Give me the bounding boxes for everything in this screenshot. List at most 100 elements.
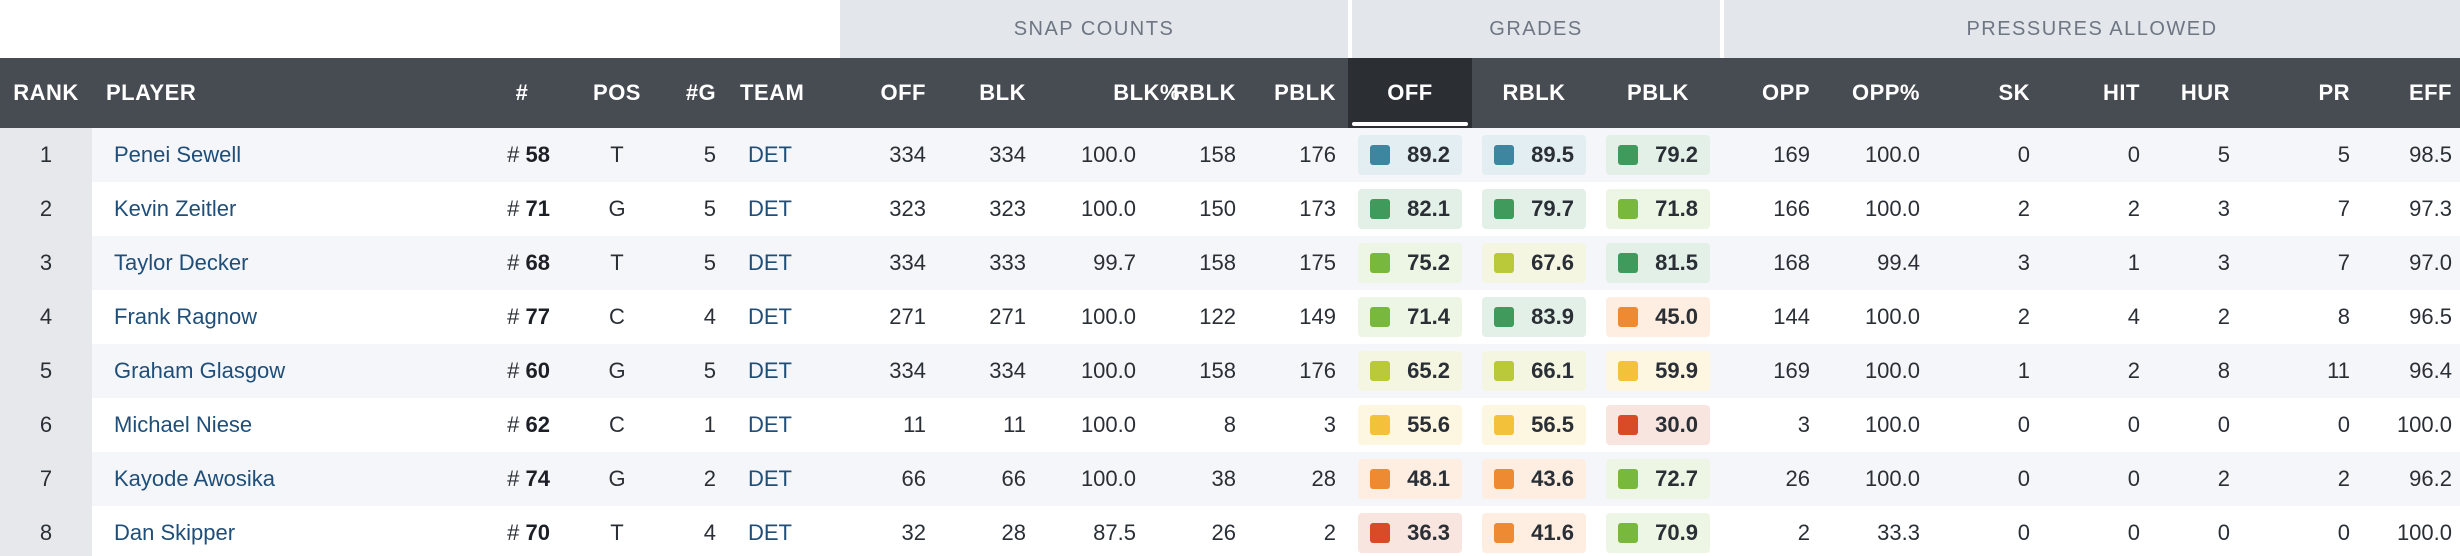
col-grade-off-sorted[interactable]: OFF [1348,58,1472,128]
grade-swatch-icon [1618,199,1638,219]
games-cell: 2 [703,466,716,491]
rank-cell: 5 [0,344,92,398]
opp-cell: 169 [1773,142,1810,167]
sk-cell: 2 [2017,304,2030,329]
col-sk[interactable]: SK [1998,80,2030,105]
blk-pct-cell: 100.0 [1080,466,1136,491]
jersey-number: # 77 [507,304,550,329]
grade-rblk-badge: 41.6 [1482,513,1586,553]
team-link[interactable]: DET [748,142,792,167]
table-row[interactable]: 7 Kayode Awosika # 74 G 2 DET 66 66 100.… [0,452,2460,506]
col-team[interactable]: TEAM [740,80,805,105]
grade-swatch-icon [1370,145,1390,165]
col-player[interactable]: PLAYER [106,80,197,105]
table-row[interactable]: 8 Dan Skipper # 70 T 4 DET 32 28 87.5 26… [0,506,2460,556]
col-opp-pct[interactable]: OPP% [1851,80,1920,105]
grade-off-badge: 71.4 [1358,297,1462,337]
col-pos[interactable]: POS [593,80,641,105]
team-link[interactable]: DET [748,196,792,221]
pr-cell: 7 [2337,250,2350,275]
pos-cell: T [610,250,624,275]
col-number[interactable]: # [515,80,529,105]
grade-swatch-icon [1370,469,1390,489]
grade-swatch-icon [1370,199,1390,219]
grade-swatch-icon [1494,523,1514,543]
table-row[interactable]: 5 Graham Glasgow # 60 G 5 DET 334 334 10… [0,344,2460,398]
table-row[interactable]: 2 Kevin Zeitler # 71 G 5 DET 323 323 100… [0,182,2460,236]
col-rank[interactable]: RANK [13,80,79,105]
snap-off-cell: 334 [889,250,926,275]
grade-off-badge: 82.1 [1358,189,1462,229]
col-pr[interactable]: PR [2318,80,2350,105]
hit-cell: 1 [2127,250,2140,275]
player-link[interactable]: Dan Skipper [114,520,236,545]
jersey-number: # 68 [507,250,550,275]
rblk-cell: 122 [1199,304,1236,329]
blk-pct-cell: 100.0 [1080,358,1136,383]
rank-cell: 1 [0,128,92,182]
games-cell: 1 [703,412,716,437]
blk-pct-cell: 100.0 [1080,412,1136,437]
pos-cell: T [610,142,624,167]
col-grade-rblk[interactable]: RBLK [1502,80,1566,105]
team-link[interactable]: DET [748,358,792,383]
col-blk[interactable]: BLK [979,80,1026,105]
grade-swatch-icon [1370,415,1390,435]
grade-swatch-icon [1370,307,1390,327]
grade-pblk-badge: 79.2 [1606,135,1710,175]
hur-cell: 0 [2217,520,2230,545]
player-link[interactable]: Taylor Decker [114,250,249,275]
snap-off-cell: 323 [889,196,926,221]
sk-cell: 0 [2017,142,2030,167]
player-link[interactable]: Frank Ragnow [114,304,258,329]
player-link[interactable]: Michael Niese [114,412,253,437]
team-link[interactable]: DET [748,304,792,329]
col-eff[interactable]: EFF [2408,80,2452,105]
player-link[interactable]: Kevin Zeitler [114,196,237,221]
col-hur[interactable]: HUR [2180,80,2230,105]
col-opp[interactable]: OPP [1762,80,1810,105]
player-link[interactable]: Kayode Awosika [114,466,276,491]
grade-value: 71.8 [1655,196,1698,221]
col-hit[interactable]: HIT [2103,80,2140,105]
player-link[interactable]: Graham Glasgow [114,358,286,383]
grade-value: 55.6 [1407,412,1450,437]
player-link[interactable]: Penei Sewell [114,142,242,167]
col-snap-off[interactable]: OFF [880,80,926,105]
table-row[interactable]: 3 Taylor Decker # 68 T 5 DET 334 333 99.… [0,236,2460,290]
rblk-cell: 158 [1199,358,1236,383]
pr-cell: 7 [2337,196,2350,221]
blk-cell: 334 [989,358,1026,383]
snap-off-cell: 32 [901,520,926,545]
col-blk-pct[interactable]: BLK% [1113,80,1180,105]
rank-cell: 6 [0,398,92,452]
table-row[interactable]: 6 Michael Niese # 62 C 1 DET 11 11 100.0… [0,398,2460,452]
grade-value: 30.0 [1655,412,1698,437]
col-grade-pblk[interactable]: PBLK [1627,80,1689,105]
col-games[interactable]: #G [685,80,717,105]
grade-pblk-badge: 45.0 [1606,297,1710,337]
eff-cell: 98.5 [2409,142,2452,167]
pr-cell: 11 [2327,358,2350,383]
grade-swatch-icon [1370,523,1390,543]
sk-cell: 2 [2017,196,2030,221]
col-pblk[interactable]: PBLK [1274,80,1336,105]
grade-swatch-icon [1370,361,1390,381]
grade-pblk-badge: 70.9 [1606,513,1710,553]
pos-cell: G [608,358,626,383]
team-link[interactable]: DET [748,250,792,275]
rank-cell: 8 [0,506,92,556]
jersey-number: # 60 [507,358,550,383]
blk-cell: 271 [989,304,1026,329]
table-row[interactable]: 4 Frank Ragnow # 77 C 4 DET 271 271 100.… [0,290,2460,344]
rblk-cell: 158 [1199,250,1236,275]
pr-cell: 0 [2337,412,2350,437]
team-link[interactable]: DET [748,520,792,545]
table-row[interactable]: 1 Penei Sewell # 58 T 5 DET 334 334 100.… [0,128,2460,182]
blk-pct-cell: 100.0 [1080,304,1136,329]
jersey-number: # 62 [507,412,550,437]
team-link[interactable]: DET [748,412,792,437]
rank-cell: 2 [0,182,92,236]
col-rblk[interactable]: RBLK [1172,80,1236,105]
team-link[interactable]: DET [748,466,792,491]
